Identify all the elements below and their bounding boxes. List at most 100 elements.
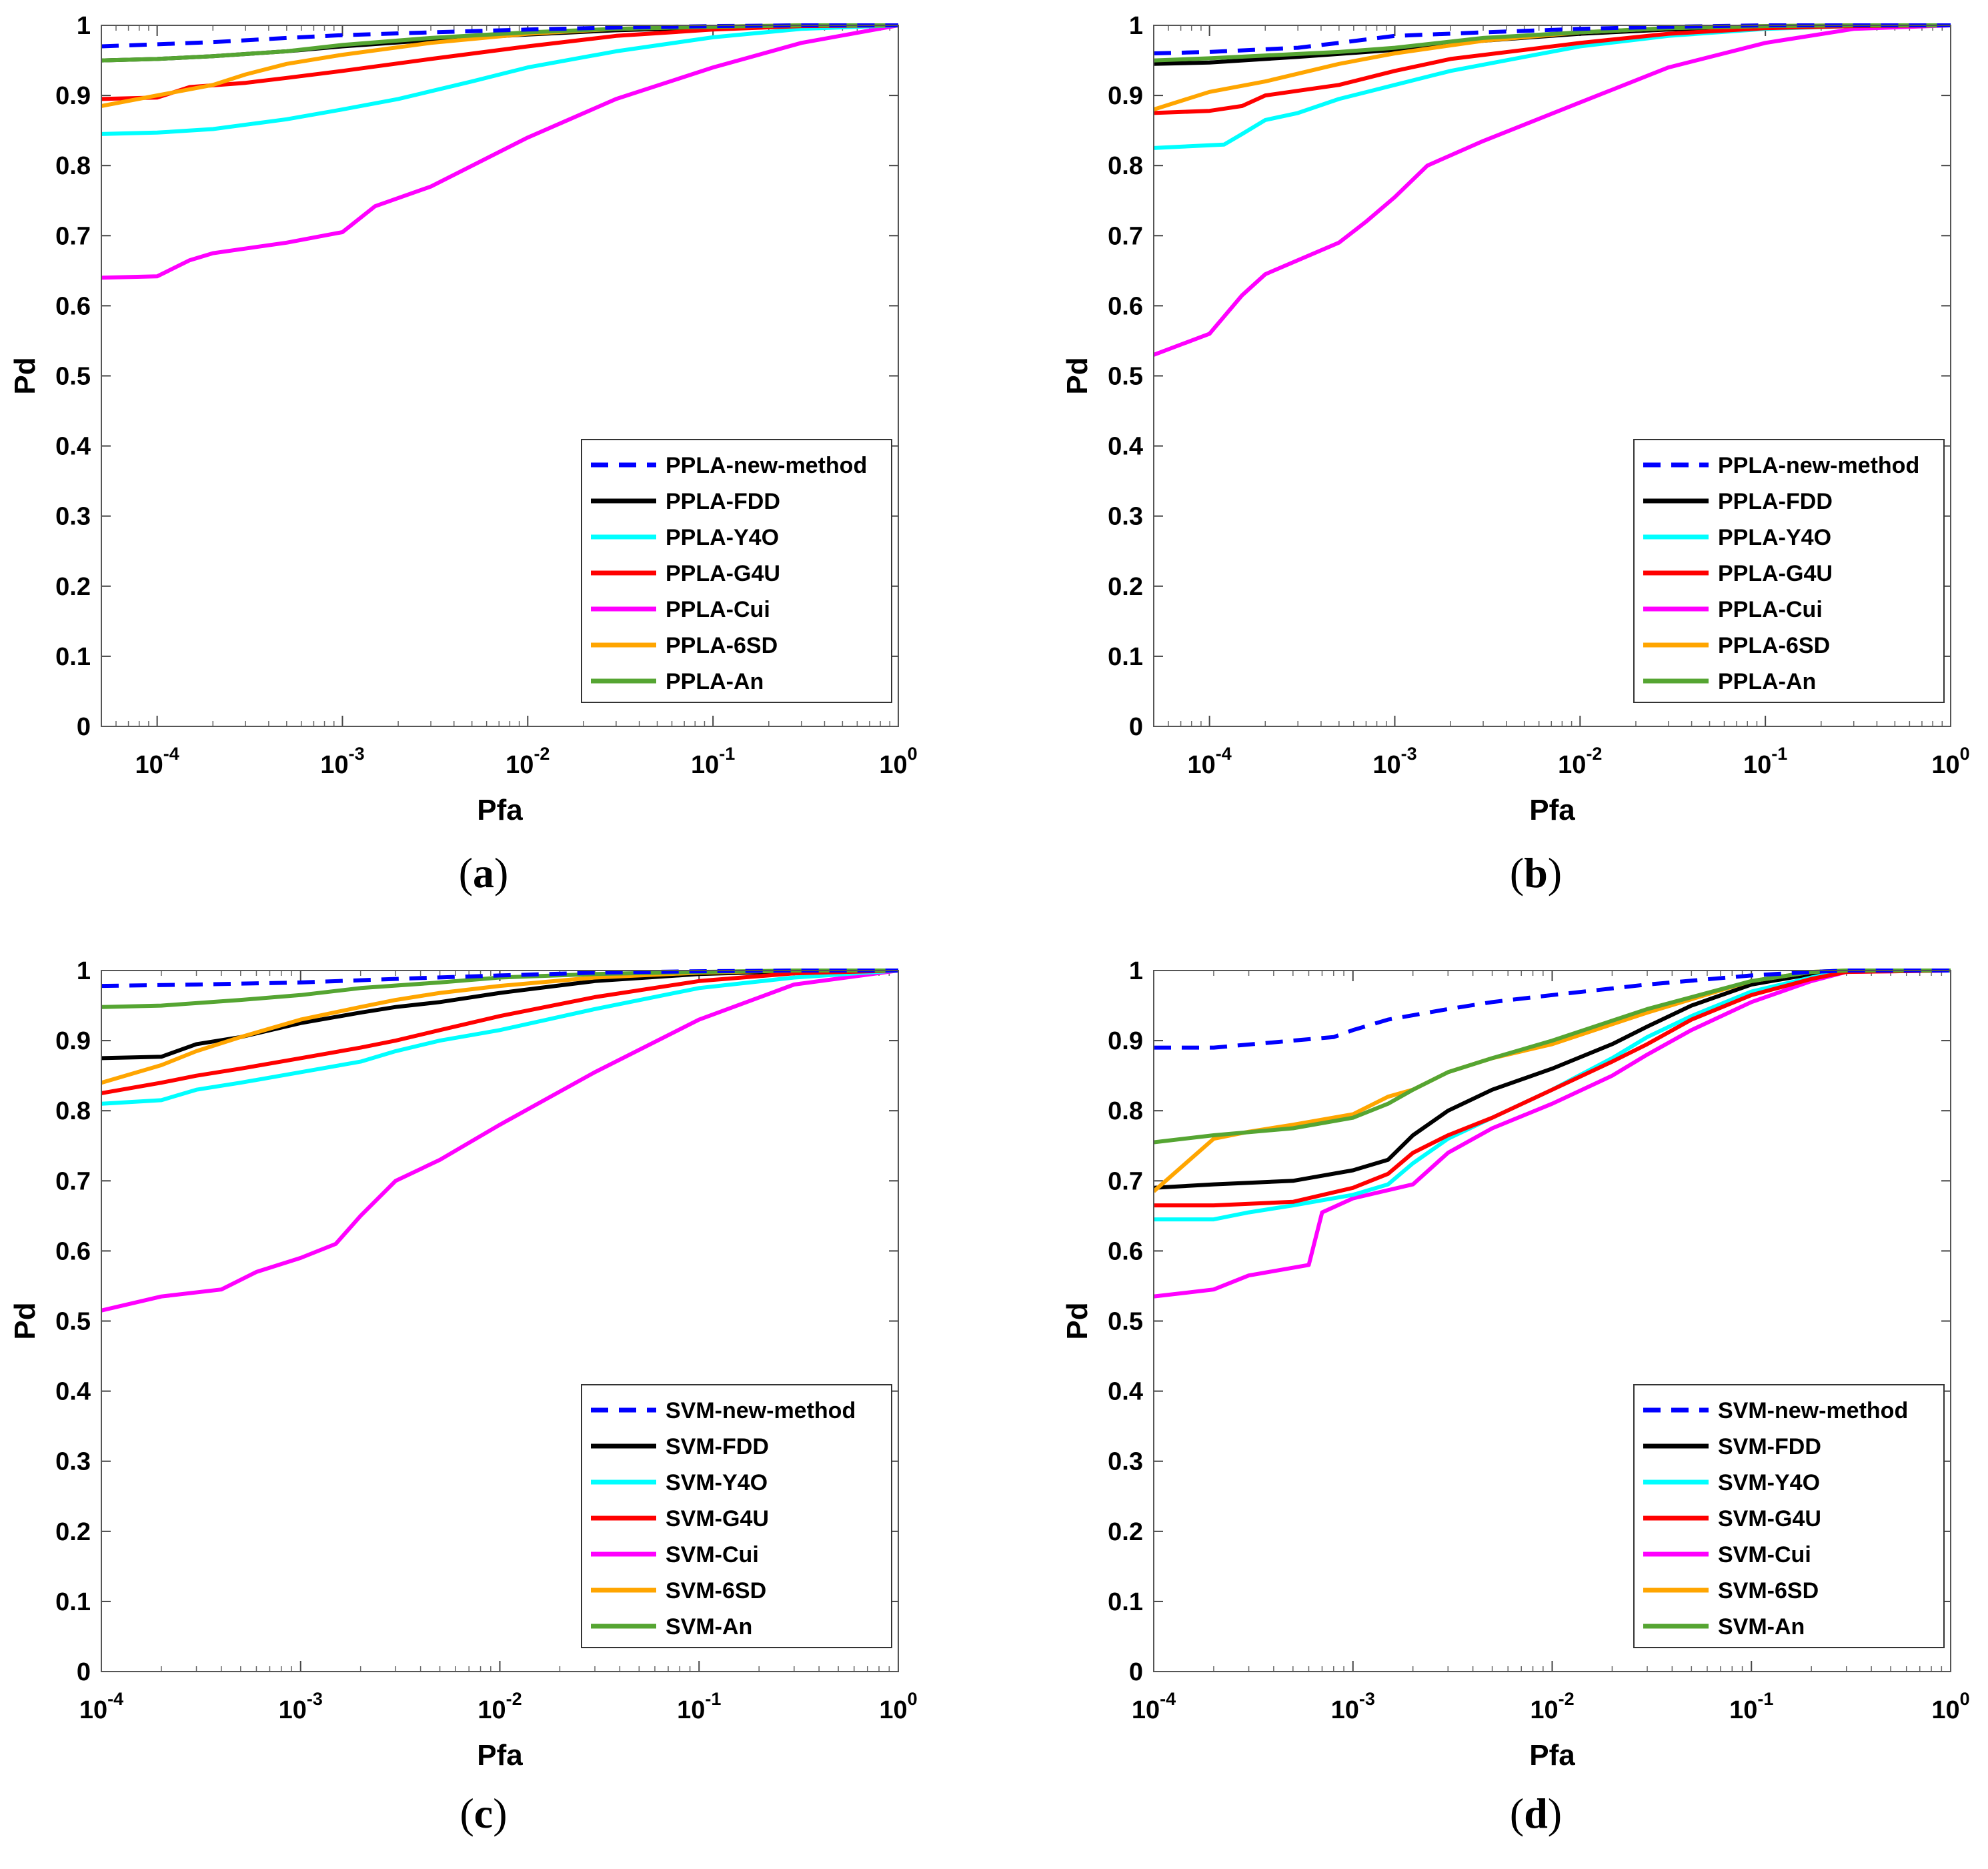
chart-panel-c: 0 0.1 0.2 0.3 0.4 0.5 0.6 0.7 0.8 0.9 1 10-4 10-3 10-… <box>9 957 918 1837</box>
y-tick-label: 0.5 <box>55 363 91 391</box>
x-axis-label: Pfa <box>1529 794 1575 826</box>
y-tick-label: 0.7 <box>55 1167 91 1195</box>
y-tick-label: 0.1 <box>1108 1588 1143 1616</box>
y-tick-label: 0.9 <box>1108 82 1143 110</box>
x-tick-label: 10-2 <box>477 1689 522 1724</box>
series-line-PPLA-Cui <box>101 23 898 280</box>
legend-label-PPLA-Y4O: PPLA-Y4O <box>1718 525 1831 550</box>
y-tick-label: 0.7 <box>1108 1167 1143 1195</box>
legend-label-SVM-FDD: SVM-FDD <box>1718 1434 1821 1459</box>
y-tick-label: 1 <box>77 957 91 985</box>
series-line-SVM-G4U <box>1154 969 1951 1208</box>
legend-label-PPLA-An: PPLA-An <box>666 669 764 694</box>
series-line-PPLA-Cui <box>1154 23 1951 357</box>
panel-caption: (b) <box>1510 849 1562 896</box>
legend-label-SVM-An: SVM-An <box>1718 1614 1805 1640</box>
legend-label-SVM-G4U: SVM-G4U <box>1718 1506 1821 1531</box>
x-tick-label: 10-3 <box>320 744 364 779</box>
x-axis-label: Pfa <box>477 794 523 826</box>
y-tick-label: 1 <box>77 12 91 40</box>
legend-label-SVM-new-method: SVM-new-method <box>1718 1398 1908 1423</box>
panel-caption: (a) <box>459 849 509 896</box>
series-line-SVM-Y4O <box>101 969 898 1106</box>
x-tick-label: 10-1 <box>1729 1689 1773 1724</box>
legend-label-PPLA-G4U: PPLA-G4U <box>1718 561 1833 586</box>
series-group <box>101 969 898 1313</box>
x-tick-label: 10-3 <box>1331 1689 1375 1724</box>
y-axis-label: Pd <box>1061 1302 1094 1339</box>
y-tick-label: 0.3 <box>55 503 91 531</box>
series-line-PPLA-Y4O <box>101 23 898 136</box>
x-tick-label: 10-4 <box>135 744 179 779</box>
legend-label-SVM-6SD: SVM-6SD <box>1718 1578 1819 1604</box>
legend-label-PPLA-FDD: PPLA-FDD <box>1718 489 1833 514</box>
y-tick-label: 0.8 <box>55 1097 91 1125</box>
y-tick-label: 0 <box>1129 1658 1143 1686</box>
y-tick-label: 0.6 <box>1108 292 1143 320</box>
legend-label-SVM-G4U: SVM-G4U <box>666 1506 769 1531</box>
legend-label-SVM-Cui: SVM-Cui <box>666 1542 759 1568</box>
y-tick-label: 0.2 <box>55 1518 91 1546</box>
legend-label-PPLA-Y4O: PPLA-Y4O <box>666 525 779 550</box>
y-tick-label: 0.3 <box>1108 1448 1143 1476</box>
legend: SVM-new-method SVM-FDD SVM-Y4O SVM-G4U SVM-C… <box>1633 1384 1945 1648</box>
y-tick-label: 0 <box>77 1658 91 1686</box>
x-tick-label: 10-4 <box>1132 1689 1176 1724</box>
y-tick-label: 0.1 <box>55 643 91 671</box>
series-line-SVM-FDD <box>1154 969 1951 1190</box>
y-tick-label: 0.2 <box>1108 1518 1143 1546</box>
plot-frame <box>1153 970 1951 1672</box>
legend-label-PPLA-Cui: PPLA-Cui <box>666 597 770 622</box>
y-tick-label: 0.8 <box>55 152 91 180</box>
y-tick-label: 0.1 <box>55 1588 91 1616</box>
series-group <box>101 23 898 280</box>
x-tick-label: 10-2 <box>1558 744 1602 779</box>
y-tick-label: 0.2 <box>1108 573 1143 601</box>
legend-label-SVM-An: SVM-An <box>666 1614 752 1640</box>
y-tick-label: 0.6 <box>55 1237 91 1265</box>
y-tick-label: 0.8 <box>1108 152 1143 180</box>
x-tick-label: 100 <box>1931 744 1969 779</box>
y-axis-label: Pd <box>9 357 41 394</box>
y-tick-label: 0.4 <box>1108 1378 1143 1406</box>
chart-panel-d: 0 0.1 0.2 0.3 0.4 0.5 0.6 0.7 0.8 0.9 1 10-4 10-3 10-… <box>1061 957 1970 1837</box>
y-tick-label: 0.9 <box>1108 1027 1143 1055</box>
series-group <box>1154 23 1951 357</box>
x-axis-label: Pfa <box>477 1739 523 1772</box>
legend-label-PPLA-6SD: PPLA-6SD <box>666 633 778 658</box>
y-tick-label: 0.9 <box>55 1027 91 1055</box>
series-line-PPLA-new-method <box>1154 23 1951 55</box>
y-tick-label: 0.4 <box>1108 433 1143 461</box>
y-tick-label: 0.5 <box>55 1308 91 1336</box>
legend: PPLA-new-method PPLA-FDD PPLA-Y4O PPLA-G4U P… <box>581 439 892 703</box>
x-tick-label: 100 <box>879 1689 917 1724</box>
y-tick-label: 0.7 <box>1108 222 1143 250</box>
y-tick-label: 0 <box>1129 713 1143 741</box>
legend-label-SVM-new-method: SVM-new-method <box>666 1398 856 1423</box>
y-tick-label: 0 <box>77 713 91 741</box>
y-tick-label: 0.6 <box>55 292 91 320</box>
y-tick-label: 0.7 <box>55 222 91 250</box>
x-tick-label: 100 <box>879 744 917 779</box>
y-axis-label: Pd <box>9 1302 41 1339</box>
legend-label-PPLA-new-method: PPLA-new-method <box>666 453 867 478</box>
x-tick-label: 10-3 <box>279 1689 323 1724</box>
y-tick-label: 0.3 <box>55 1448 91 1476</box>
x-tick-label: 10-2 <box>1530 1689 1574 1724</box>
x-tick-label: 100 <box>1931 1689 1969 1724</box>
legend: SVM-new-method SVM-FDD SVM-Y4O SVM-G4U SVM-C… <box>581 1384 892 1648</box>
legend-label-SVM-6SD: SVM-6SD <box>666 1578 766 1604</box>
series-line-PPLA-new-method <box>101 23 898 49</box>
y-tick-label: 0.4 <box>55 433 91 461</box>
legend-label-PPLA-FDD: PPLA-FDD <box>666 489 780 514</box>
plot-frame <box>101 970 899 1672</box>
legend-label-SVM-FDD: SVM-FDD <box>666 1434 769 1459</box>
legend-label-SVM-Y4O: SVM-Y4O <box>666 1470 768 1495</box>
y-tick-label: 0.4 <box>55 1378 91 1406</box>
plot-frame <box>1153 25 1951 727</box>
plot-frame <box>101 25 899 727</box>
y-tick-label: 0.6 <box>1108 1237 1143 1265</box>
x-tick-label: 10-2 <box>506 744 550 779</box>
y-tick-label: 0.3 <box>1108 503 1143 531</box>
